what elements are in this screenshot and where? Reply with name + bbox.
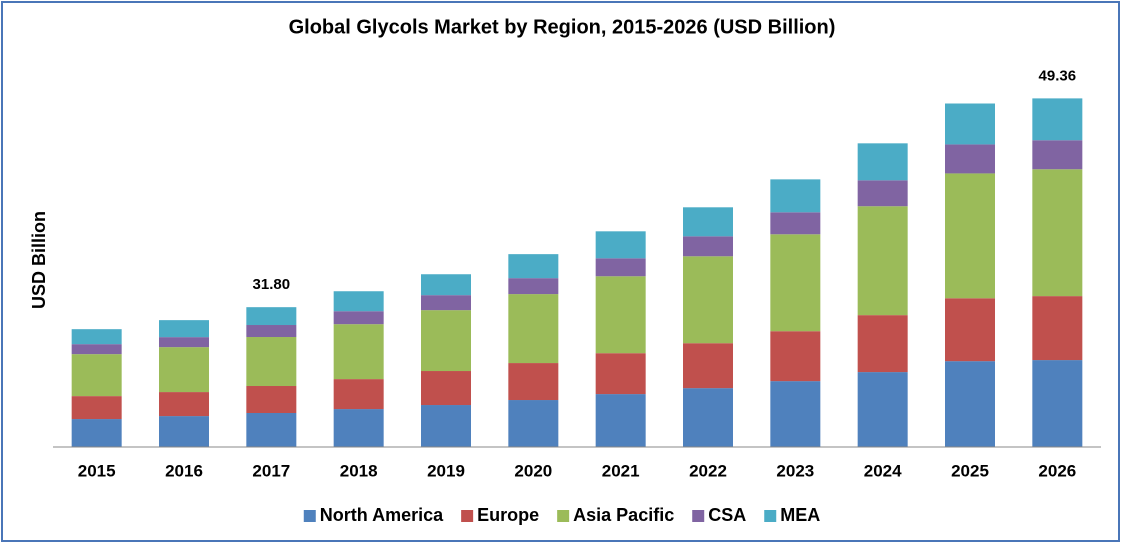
bar-segment	[71, 396, 122, 420]
bar-segment	[159, 320, 209, 338]
x-tick-label: 2023	[776, 461, 814, 480]
legend-swatch	[557, 510, 570, 522]
legend-swatch	[303, 510, 316, 522]
bar-segment	[1032, 98, 1083, 141]
bar-segment	[333, 409, 384, 447]
x-tick-label: 2016	[165, 461, 203, 480]
bar-segment	[71, 329, 122, 345]
bar-segment	[71, 354, 122, 397]
bar-segment	[159, 416, 209, 447]
bar-segment	[1032, 169, 1083, 297]
bar-segment	[857, 372, 908, 447]
bar-segment	[945, 298, 995, 362]
bar-segment	[246, 337, 297, 387]
bar-segment	[770, 234, 821, 332]
bar-segment	[683, 388, 733, 447]
x-tick-label: 2024	[864, 461, 902, 480]
bar-segment	[595, 276, 646, 354]
bar-segment	[508, 400, 559, 447]
x-tick-label: 2021	[602, 461, 640, 480]
bar-segment	[770, 381, 821, 447]
bar-segment	[857, 180, 908, 207]
legend-swatch	[692, 510, 705, 522]
bar-segment	[246, 386, 297, 413]
bar-segment	[945, 103, 995, 145]
bar-segment	[1032, 296, 1083, 361]
bar-segment	[683, 207, 733, 237]
bar-segment	[333, 379, 384, 410]
chart-title: Global Glycols Market by Region, 2015-20…	[289, 16, 836, 38]
bar-segment	[508, 294, 559, 364]
x-tick-label: 2025	[951, 461, 989, 480]
x-tick-label: 2018	[340, 461, 378, 480]
bar-segment	[595, 231, 646, 259]
bar-segment	[159, 347, 209, 393]
bar-segment	[770, 212, 821, 235]
legend-label: Asia Pacific	[573, 505, 674, 525]
bar-segment	[945, 173, 995, 299]
bar-segment	[683, 256, 733, 344]
bar-segment	[857, 315, 908, 373]
bar-segment	[333, 311, 384, 325]
bar-segment	[421, 274, 471, 296]
legend-label: North America	[320, 505, 444, 525]
bar-segment	[71, 419, 122, 447]
bar-segment	[683, 236, 733, 257]
bar-segment	[1032, 140, 1083, 170]
y-axis-label: USD Billion	[29, 211, 49, 309]
bar-segment	[595, 258, 646, 277]
x-tick-label: 2026	[1038, 461, 1076, 480]
legend-label: MEA	[780, 505, 820, 525]
bar-segment	[421, 405, 471, 447]
bar-segment	[508, 254, 559, 279]
bar-segment	[945, 144, 995, 174]
bar-segment	[421, 310, 471, 372]
bar-segment	[683, 343, 733, 389]
bar-segment	[595, 353, 646, 395]
x-tick-label: 2022	[689, 461, 727, 480]
legend-swatch	[461, 510, 474, 522]
bar-segment	[71, 344, 122, 355]
bar-segment	[246, 307, 297, 326]
bar-segment	[159, 337, 209, 348]
legend-label: Europe	[477, 505, 539, 525]
bar-segment	[1032, 360, 1083, 447]
x-tick-label: 2019	[427, 461, 465, 480]
bar-segment	[857, 143, 908, 181]
bar-segment	[857, 206, 908, 316]
x-tick-label: 2017	[252, 461, 290, 480]
legend-swatch	[764, 510, 777, 522]
bar-segment	[333, 324, 384, 380]
bar-segment	[159, 392, 209, 417]
bar-segment	[770, 331, 821, 382]
legend-label: CSA	[708, 505, 746, 525]
x-tick-label: 2020	[514, 461, 552, 480]
total-label: 49.36	[1039, 67, 1077, 84]
bar-segment	[333, 291, 384, 312]
bar-segment	[945, 361, 995, 447]
bar-segment	[246, 412, 297, 447]
bar-segment	[421, 371, 471, 406]
bar-segment	[421, 295, 471, 311]
bar-segment	[246, 325, 297, 338]
total-label: 31.80	[253, 276, 291, 293]
bar-segment	[770, 179, 821, 213]
bar-segment	[508, 363, 559, 401]
bar-segment	[595, 394, 646, 447]
x-tick-label: 2015	[78, 461, 116, 480]
bar-segment	[508, 278, 559, 295]
